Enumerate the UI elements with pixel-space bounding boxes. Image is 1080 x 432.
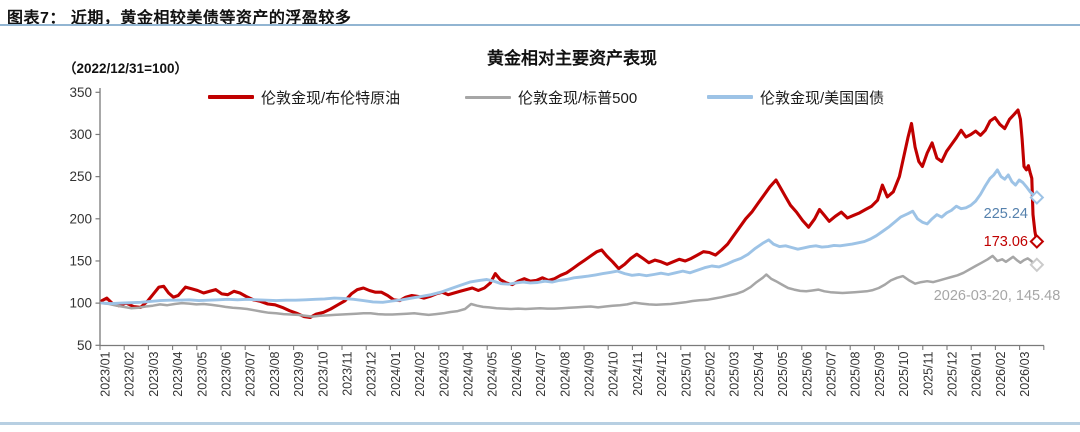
footer-divider — [0, 422, 1080, 425]
svg-text:350: 350 — [69, 85, 92, 100]
svg-text:2026/03: 2026/03 — [1018, 351, 1032, 396]
svg-text:2023/03: 2023/03 — [147, 351, 161, 396]
svg-text:50: 50 — [77, 338, 92, 353]
svg-text:2024/02: 2024/02 — [413, 351, 427, 396]
svg-text:2023/12: 2023/12 — [365, 351, 379, 396]
svg-text:2025/12: 2025/12 — [946, 351, 960, 396]
blue-line-swatch-icon — [707, 95, 753, 99]
svg-text:150: 150 — [69, 253, 92, 268]
svg-text:300: 300 — [69, 127, 92, 142]
svg-text:2026/01: 2026/01 — [970, 351, 984, 396]
svg-text:2023/06: 2023/06 — [220, 351, 234, 396]
svg-text:2025/10: 2025/10 — [897, 351, 911, 396]
svg-text:2024/11: 2024/11 — [631, 351, 645, 395]
figure-title: 图表7： 近期，黄金相较美债等资产的浮盈较多 — [7, 10, 352, 27]
svg-text:2025/04: 2025/04 — [752, 351, 766, 396]
chart-title: 黄金相对主要资产表现 — [487, 49, 657, 68]
annotation-brent-end-value: 173.06 — [983, 234, 1028, 250]
svg-text:2025/09: 2025/09 — [873, 351, 887, 396]
axis-unit-note: （2022/12/31=100） — [63, 61, 188, 76]
svg-text:2024/05: 2024/05 — [486, 351, 500, 396]
svg-text:2023/01: 2023/01 — [99, 351, 113, 396]
svg-text:2023/09: 2023/09 — [292, 351, 306, 396]
svg-text:200: 200 — [69, 211, 92, 226]
svg-text:2023/08: 2023/08 — [268, 351, 282, 396]
svg-text:2023/04: 2023/04 — [171, 351, 185, 396]
red-line-swatch-icon — [208, 95, 254, 99]
svg-text:250: 250 — [69, 169, 92, 184]
svg-text:2023/10: 2023/10 — [316, 351, 330, 396]
svg-text:100: 100 — [69, 296, 92, 311]
svg-text:2026/02: 2026/02 — [994, 351, 1008, 396]
svg-text:2025/02: 2025/02 — [704, 351, 718, 396]
svg-text:2025/01: 2025/01 — [679, 351, 693, 396]
svg-text:2024/01: 2024/01 — [389, 351, 403, 396]
annotation-sp500-end-date-value: 2026-03-20, 145.48 — [933, 288, 1061, 304]
svg-text:2024/10: 2024/10 — [607, 351, 621, 396]
legend-label: 伦敦金现/标普500 — [518, 89, 638, 107]
svg-text:2024/08: 2024/08 — [558, 351, 572, 396]
legend-item-gold-brent: 伦敦金现/布伦特原油 — [208, 88, 401, 107]
svg-text:2024/04: 2024/04 — [462, 351, 476, 396]
svg-text:2025/06: 2025/06 — [800, 351, 814, 396]
legend-label: 伦敦金现/美国国债 — [760, 89, 885, 107]
svg-text:2024/07: 2024/07 — [534, 351, 548, 396]
legend-item-gold-ust: 伦敦金现/美国国债 — [707, 88, 885, 107]
legend-item-gold-sp500: 伦敦金现/标普500 — [465, 88, 638, 107]
annotation-ust-end-value: 225.24 — [983, 206, 1028, 222]
svg-text:2025/03: 2025/03 — [728, 351, 742, 396]
svg-text:2024/12: 2024/12 — [655, 351, 669, 396]
svg-text:2025/08: 2025/08 — [849, 351, 863, 396]
svg-text:2023/02: 2023/02 — [123, 351, 137, 396]
legend-label: 伦敦金现/布伦特原油 — [261, 89, 401, 107]
svg-text:2024/06: 2024/06 — [510, 351, 524, 396]
svg-text:2023/11: 2023/11 — [341, 351, 355, 395]
svg-text:2023/07: 2023/07 — [244, 351, 258, 396]
svg-text:2024/03: 2024/03 — [437, 351, 451, 396]
svg-text:2023/05: 2023/05 — [195, 351, 209, 396]
svg-text:2025/07: 2025/07 — [825, 351, 839, 396]
svg-text:2025/11: 2025/11 — [921, 351, 935, 395]
svg-text:2024/09: 2024/09 — [583, 351, 597, 396]
svg-text:2025/05: 2025/05 — [776, 351, 790, 396]
header-divider — [0, 24, 1080, 26]
gray-line-swatch-icon — [465, 95, 511, 99]
